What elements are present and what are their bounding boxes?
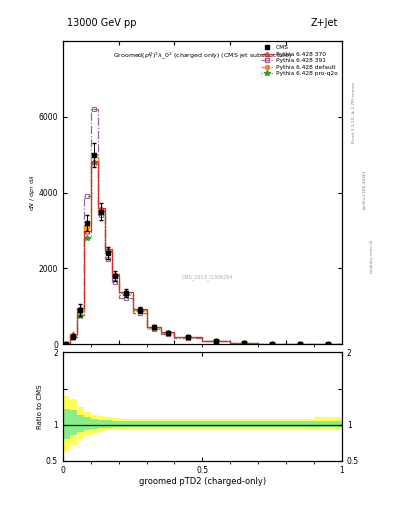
Text: CMS_2013_I1306294: CMS_2013_I1306294 [182,274,234,281]
Text: Rivet 3.1.10, ≥ 2.7M events: Rivet 3.1.10, ≥ 2.7M events [352,82,356,143]
Text: [arXiv:1306.3436]: [arXiv:1306.3436] [362,170,365,209]
Y-axis label: $\mathrm{d}N$ / $\mathrm{d}p_T$ $\mathrm{d}\lambda$: $\mathrm{d}N$ / $\mathrm{d}p_T$ $\mathrm… [28,175,37,211]
Legend: CMS, Pythia 6.428 370, Pythia 6.428 391, Pythia 6.428 default, Pythia 6.428 pro-: CMS, Pythia 6.428 370, Pythia 6.428 391,… [259,42,340,79]
Text: 13000 GeV pp: 13000 GeV pp [67,18,136,28]
Y-axis label: Ratio to CMS: Ratio to CMS [37,385,43,429]
Text: Z+Jet: Z+Jet [310,18,338,28]
Text: Groomed$(p_T^D)^2\lambda\_0^2$ (charged only) (CMS jet substructure): Groomed$(p_T^D)^2\lambda\_0^2$ (charged … [112,50,292,61]
Text: mcplots.cern.ch: mcplots.cern.ch [369,239,373,273]
X-axis label: groomed pTD2 (charged-only): groomed pTD2 (charged-only) [139,477,266,486]
